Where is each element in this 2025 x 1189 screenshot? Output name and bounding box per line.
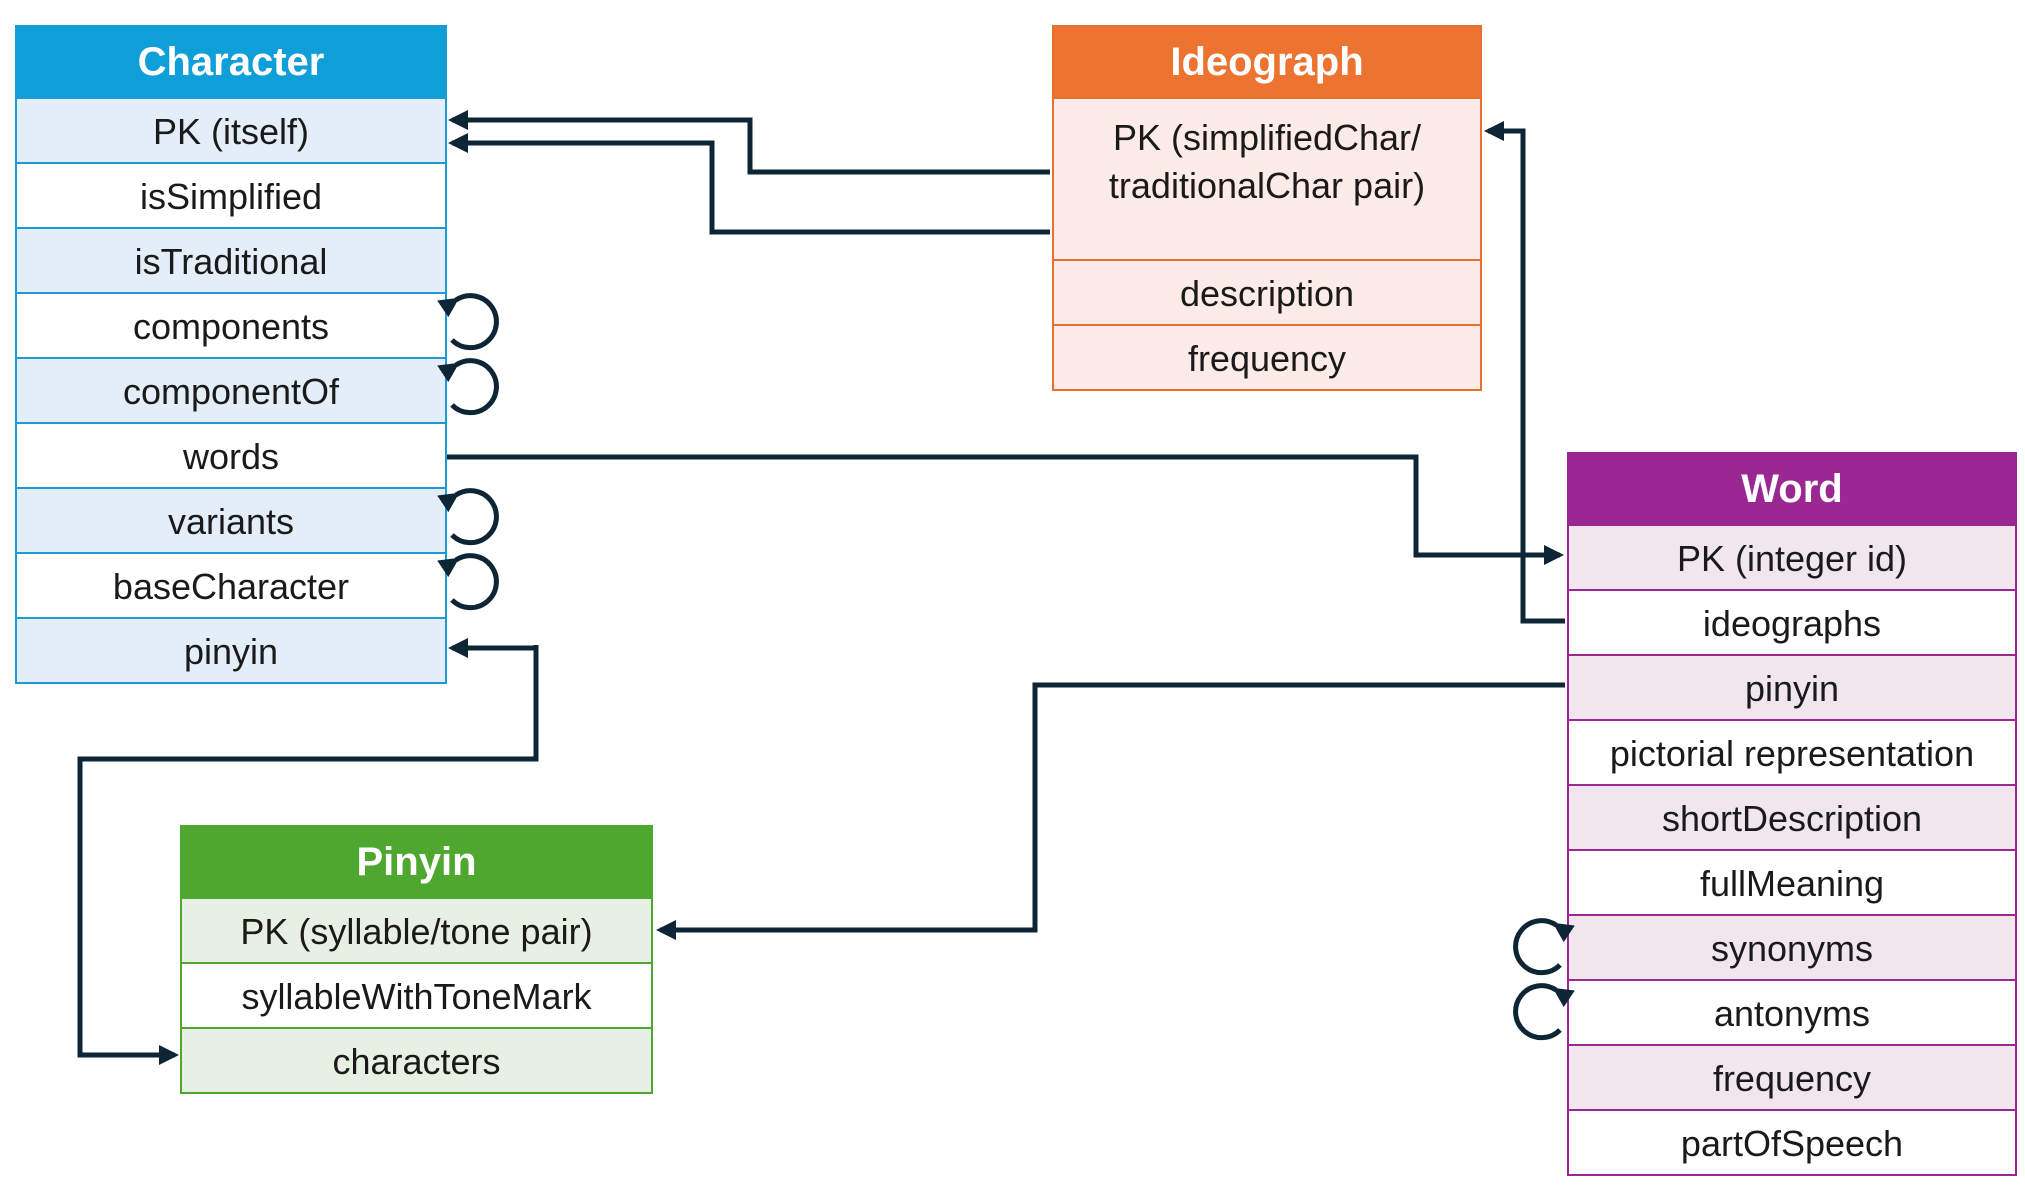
character-table-title: Character — [17, 27, 445, 97]
word-field-pinyin: pinyin — [1569, 654, 2015, 719]
pinyin-table-title: Pinyin — [182, 827, 651, 897]
character-field-is-simplified: isSimplified — [17, 162, 445, 227]
word-field-full-meaning: fullMeaning — [1569, 849, 2015, 914]
character-field-base-character: baseCharacter — [17, 552, 445, 617]
connector-character-words-to-word-pk — [447, 454, 1564, 565]
ideograph-field-frequency: frequency — [1054, 324, 1480, 389]
character-field-pinyin: pinyin — [17, 617, 445, 682]
word-field-antonyms: antonyms — [1569, 979, 2015, 1044]
self-loop-antonyms-icon — [1513, 983, 1575, 1041]
self-loop-base-character-icon — [437, 553, 499, 611]
word-field-pk: PK (integer id) — [1569, 524, 2015, 589]
character-field-component-of: componentOf — [17, 357, 445, 422]
self-loop-variants-icon — [437, 488, 499, 546]
word-table-title: Word — [1569, 454, 2015, 524]
connector-ideograph-to-character-1 — [448, 110, 1050, 175]
character-field-words: words — [17, 422, 445, 487]
word-field-synonyms: synonyms — [1569, 914, 2015, 979]
word-field-ideographs: ideographs — [1569, 589, 2015, 654]
word-field-short-description: shortDescription — [1569, 784, 2015, 849]
ideograph-field-description: description — [1054, 259, 1480, 324]
character-field-components: components — [17, 292, 445, 357]
character-field-is-traditional: isTraditional — [17, 227, 445, 292]
pinyin-field-pk: PK (syllable/tone pair) — [182, 897, 651, 962]
connector-character-pinyin-to-pinyin-characters — [77, 645, 539, 1065]
character-field-variants: variants — [17, 487, 445, 552]
ideograph-table-title: Ideograph — [1054, 27, 1480, 97]
pinyin-field-syllable-with-tone-mark: syllableWithToneMark — [182, 962, 651, 1027]
connector-word-pinyin-to-pinyin-pk — [656, 682, 1565, 940]
word-field-part-of-speech: partOfSpeech — [1569, 1109, 2015, 1174]
self-loop-component-of-icon — [437, 358, 499, 416]
self-loop-synonyms-icon — [1513, 918, 1575, 976]
ideograph-field-pk: PK (simplifiedChar/ traditionalChar pair… — [1054, 97, 1480, 259]
pinyin-table: Pinyin PK (syllable/tone pair) syllableW… — [180, 825, 653, 1094]
word-field-pictorial-representation: pictorial representation — [1569, 719, 2015, 784]
character-field-pk: PK (itself) — [17, 97, 445, 162]
self-loop-components-icon — [437, 293, 499, 351]
word-table: Word PK (integer id) ideographs pinyin p… — [1567, 452, 2017, 1176]
connector-ideograph-to-character-2 — [448, 133, 1050, 235]
ideograph-table: Ideograph PK (simplifiedChar/ traditiona… — [1052, 25, 1482, 391]
word-field-frequency: frequency — [1569, 1044, 2015, 1109]
character-table: Character PK (itself) isSimplified isTra… — [15, 25, 447, 684]
connector-word-ideographs-to-ideograph — [1484, 121, 1565, 624]
pinyin-field-characters: characters — [182, 1027, 651, 1092]
